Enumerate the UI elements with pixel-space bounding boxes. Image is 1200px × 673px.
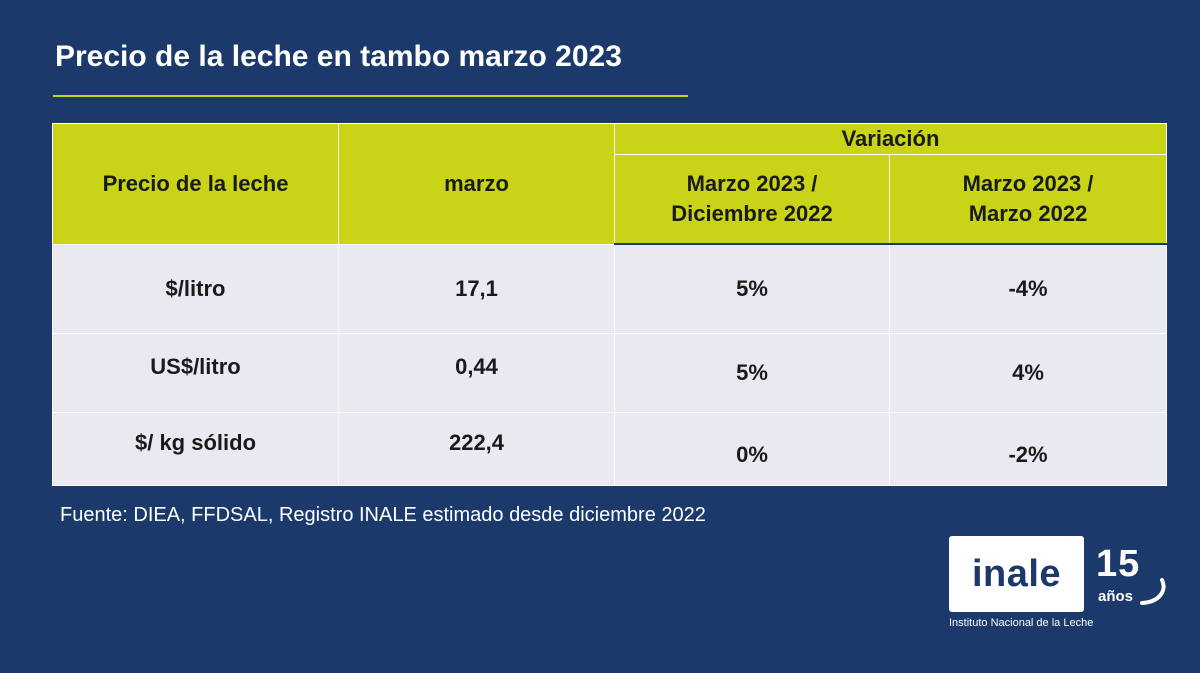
row-label-text: US$/litro xyxy=(150,354,241,379)
table-row: $/litro 17,1 5% -4% xyxy=(52,243,1167,334)
row-var-mar-text: -2% xyxy=(1008,442,1048,467)
row-value: 0,44 xyxy=(338,333,615,413)
row-var-dic-text: 5% xyxy=(736,276,768,301)
row-label: $/litro xyxy=(52,243,339,334)
row-label-text: $/litro xyxy=(165,275,226,301)
header-var-dic-line2: Diciembre 2022 xyxy=(671,201,833,226)
header-var-dic: Marzo 2023 / Diciembre 2022 xyxy=(614,154,890,245)
header-var-mar: Marzo 2023 / Marzo 2022 xyxy=(889,154,1167,245)
row-var-dic: 5% xyxy=(614,333,890,413)
row-var-dic-text: 5% xyxy=(736,360,768,385)
page-title: Precio de la leche en tambo marzo 2023 xyxy=(55,40,622,73)
header-variacion: Variación xyxy=(614,123,1167,155)
row-var-mar-text: 4% xyxy=(1012,360,1044,385)
logo-wordmark: inale xyxy=(971,552,1062,595)
row-value-text: 222,4 xyxy=(448,430,505,455)
anniversary-number: 15 xyxy=(1096,543,1141,585)
row-var-mar-text: -4% xyxy=(1008,276,1048,301)
row-var-dic: 5% xyxy=(614,243,890,334)
header-var-dic-line1: Marzo 2023 / xyxy=(686,171,818,196)
price-table: Precio de la leche marzo Variación Marzo… xyxy=(52,123,1167,486)
row-value: 17,1 xyxy=(338,243,615,334)
header-var-mar-line2: Marzo 2022 xyxy=(968,201,1088,226)
row-value-text: 17,1 xyxy=(455,275,498,301)
row-label-text: $/ kg sólido xyxy=(134,430,257,455)
header-var-mar-line1: Marzo 2023 / xyxy=(962,171,1094,196)
swoosh-icon xyxy=(1140,578,1166,605)
row-var-mar: -2% xyxy=(889,412,1167,486)
row-label: US$/litro xyxy=(52,333,339,413)
row-label: $/ kg sólido xyxy=(52,412,339,486)
anniversary-label: años xyxy=(1098,588,1134,605)
header-precio: Precio de la leche xyxy=(52,123,339,245)
row-value: 222,4 xyxy=(338,412,615,486)
table-row: US$/litro 0,44 5% 4% xyxy=(52,333,1167,413)
table-row: $/ kg sólido 222,4 0% -2% xyxy=(52,412,1167,486)
row-var-dic-text: 0% xyxy=(736,442,768,467)
title-underline xyxy=(53,95,688,97)
source-note: Fuente: DIEA, FFDSAL, Registro INALE est… xyxy=(60,504,706,526)
row-value-text: 0,44 xyxy=(455,354,498,379)
row-var-mar: 4% xyxy=(889,333,1167,413)
row-var-mar: -4% xyxy=(889,243,1167,334)
header-marzo: marzo xyxy=(338,123,615,245)
logo-caption: Instituto Nacional de la Leche xyxy=(949,617,1094,629)
inale-logo: inale xyxy=(949,536,1084,612)
row-var-dic: 0% xyxy=(614,412,890,486)
